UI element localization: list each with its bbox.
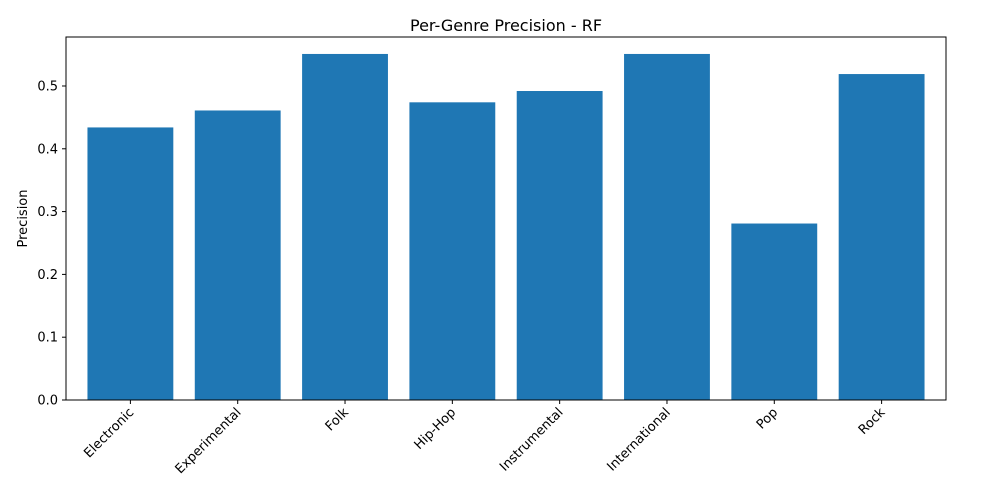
y-tick-label: 0.0 [37, 394, 58, 409]
y-axis: 0.0 0.1 0.2 0.3 0.4 0.5 [37, 79, 66, 409]
y-axis-label: Precision [16, 189, 31, 247]
x-axis: Electronic Experimental Folk Hip-Hop Instrum… [81, 400, 889, 477]
y-tick-label: 0.1 [37, 331, 58, 346]
bar-electronic [87, 127, 174, 401]
x-tick-label: Experimental [173, 405, 245, 477]
bar-pop [731, 223, 818, 400]
bar-experimental [194, 110, 281, 400]
bar-rock [838, 74, 925, 400]
plot-frame [65, 36, 947, 401]
chart-title: Per-Genre Precision - RF [410, 16, 602, 35]
bars [87, 53, 925, 401]
x-tick-label: Instrumental [497, 405, 566, 474]
bar-international [624, 53, 710, 400]
x-tick-label: Folk [323, 405, 352, 434]
bar-folk [302, 53, 388, 400]
x-tick-label: Rock [856, 405, 889, 438]
bar-instrumental [516, 91, 603, 401]
x-tick-label: International [605, 405, 674, 474]
x-tick-label: Hip-Hop [412, 405, 460, 453]
y-tick-label: 0.2 [37, 268, 58, 283]
bar-hip-hop [409, 102, 496, 400]
x-tick-label: Electronic [81, 405, 137, 461]
y-tick-label: 0.4 [37, 142, 58, 157]
y-tick-label: 0.5 [37, 79, 58, 94]
x-tick-label: Pop [754, 405, 781, 432]
y-tick-label: 0.3 [37, 205, 58, 220]
